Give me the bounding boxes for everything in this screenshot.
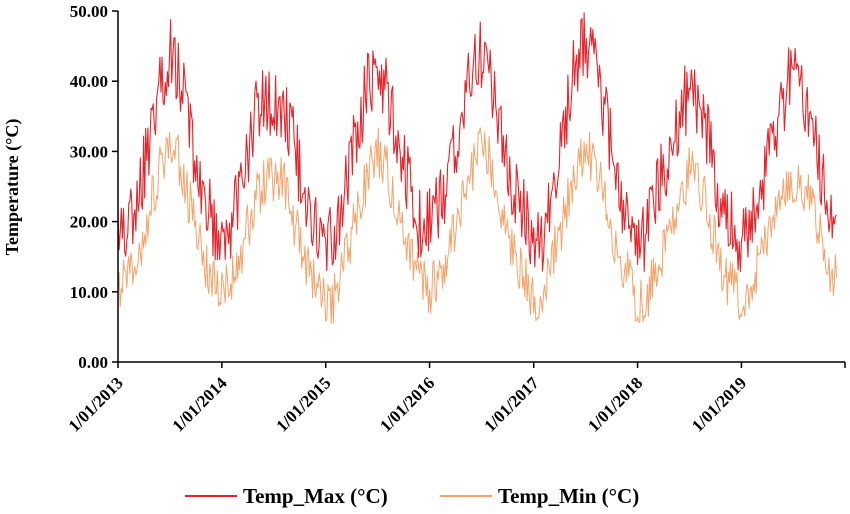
- x-tick-label: 1/01/2014: [168, 373, 231, 436]
- plot-area: [117, 12, 837, 325]
- y-tick-label: 50.00: [70, 2, 108, 21]
- y-tick-label: 10.00: [70, 283, 108, 302]
- legend-label: Temp_Min (°C): [498, 484, 639, 508]
- series-line-temp-max: [117, 12, 837, 273]
- legend: Temp_Max (°C) Temp_Min (°C): [185, 484, 639, 508]
- y-tick-label: 20.00: [70, 213, 108, 232]
- x-tick-label: 1/01/2018: [584, 373, 646, 435]
- x-tick-label: 1/01/2017: [480, 373, 543, 436]
- y-tick-label: 40.00: [70, 72, 108, 91]
- series-line-temp-min: [117, 127, 837, 325]
- x-tick-label: 1/01/2016: [376, 373, 438, 435]
- y-axis-title: Temperature (°C): [2, 119, 23, 256]
- x-tick-label: 1/01/2013: [65, 373, 127, 435]
- y-tick-label: 0.00: [78, 353, 108, 372]
- y-tick-label: 30.00: [70, 142, 108, 161]
- x-tick-label: 1/01/2019: [688, 373, 750, 435]
- legend-label: Temp_Max (°C): [243, 484, 388, 508]
- x-axis: 1/01/2013 1/01/2014 1/01/2015 1/01/2016 1/01…: [65, 362, 846, 436]
- y-axis: 0.00 10.00 20.00 30.00 40.00 50.00: [70, 2, 118, 372]
- x-tick-label: 1/01/2015: [272, 373, 334, 435]
